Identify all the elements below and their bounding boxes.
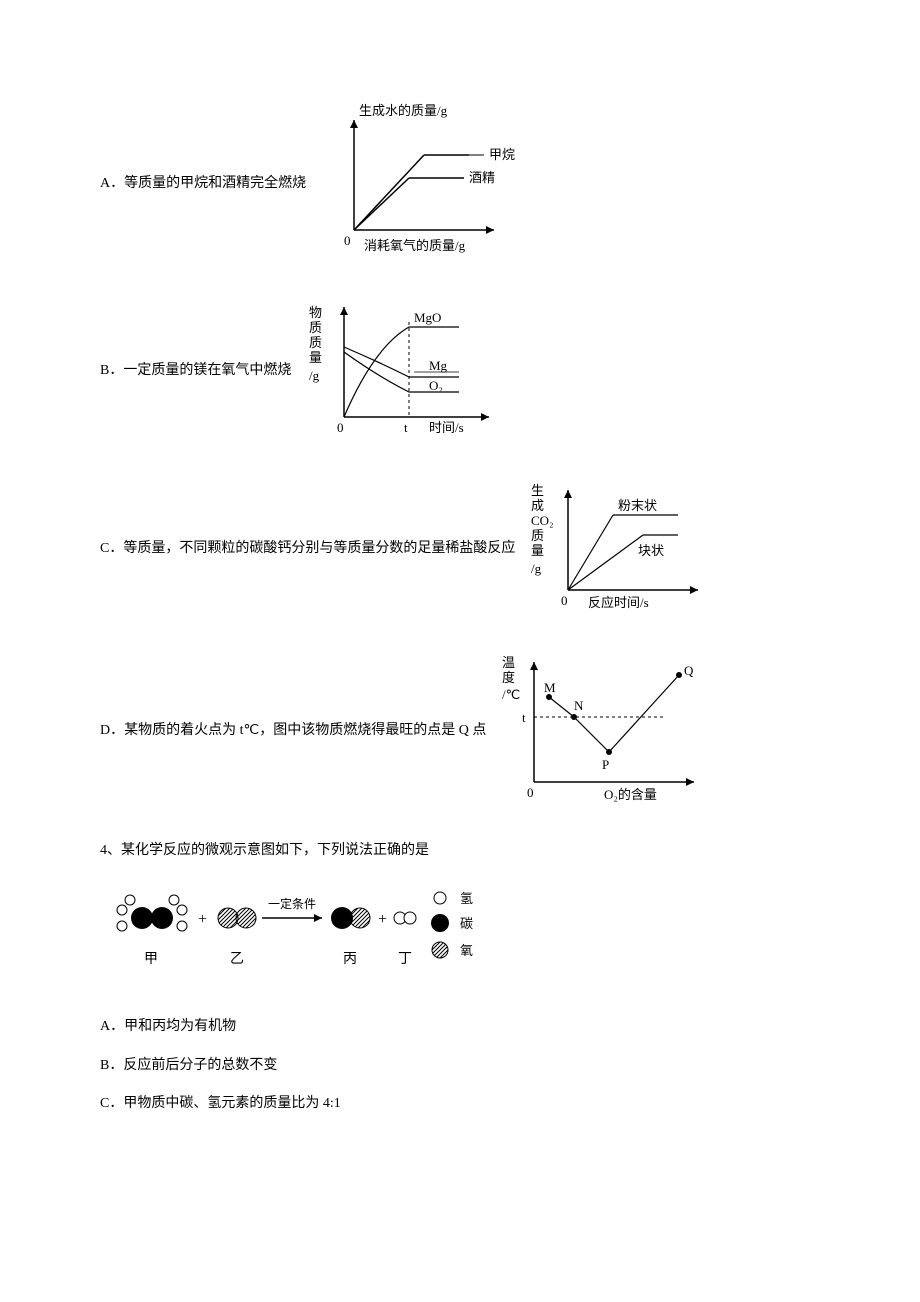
molecule-jia	[117, 895, 187, 931]
chart-c-yl5: 量	[531, 543, 544, 558]
label-yi: 乙	[230, 951, 244, 967]
option-c-desc: 等质量，不同颗粒的碳酸钙分别与等质量分数的足量稀盐酸反应	[123, 541, 515, 556]
chart-b-yl5: /g	[309, 368, 320, 383]
chart-c-s2: 块状	[638, 543, 664, 558]
option-c-row: C．等质量，不同颗粒的碳酸钙分别与等质量分数的足量稀盐酸反应 生 成 CO₂ 质…	[100, 475, 820, 623]
q4-a-text: 甲和丙均为有机物	[124, 1019, 236, 1034]
option-b-desc: 一定质量的镁在氧气中燃烧	[123, 363, 291, 378]
q4-stem: 某化学反应的微观示意图如下，下列说法正确的是	[121, 843, 429, 858]
chart-c-xlabel: 反应时间/s	[588, 595, 649, 610]
option-d-desc: 某物质的着火点为 t℃，图中该物质燃烧得最旺的点是 Q 点	[124, 723, 486, 738]
chart-b-svg: 物 质 质 量 /g MgO Mg O₂ 0 t 时间/s	[299, 292, 509, 442]
molecule-bing	[331, 907, 370, 929]
option-d-chart: 温 度 /℃ t M N P Q 0 O₂的含量	[494, 647, 714, 815]
q4-b-text: 反应前后分子的总数不变	[123, 1058, 277, 1073]
chart-d-pm: M	[544, 680, 556, 695]
option-a-text: A．等质量的甲烷和酒精完全燃烧	[100, 173, 306, 195]
q4-answer-c: C．甲物质中碳、氢元素的质量比为 4:1	[100, 1093, 820, 1115]
reaction-svg: + 一定条件 + 氢 碳	[100, 878, 540, 988]
option-c-chart: 生 成 CO₂ 质 量 /g 粉末状 块状 0 反应时间/s	[523, 475, 713, 623]
chart-b-xlabel: 时间/s	[429, 420, 464, 435]
molecule-yi	[218, 908, 256, 928]
option-b-chart: 物 质 质 量 /g MgO Mg O₂ 0 t 时间/s	[299, 292, 509, 450]
q4-answer-b: B．反应前后分子的总数不变	[100, 1055, 820, 1077]
chart-c-yl6: /g	[531, 561, 542, 576]
question-4: 4、某化学反应的微观示意图如下，下列说法正确的是 +	[100, 840, 820, 1116]
chart-a-xlabel: 消耗氧气的质量/g	[364, 238, 466, 253]
q4-a-label: A．	[100, 1019, 124, 1034]
chart-b-origin: 0	[337, 420, 344, 435]
chart-c-yl3: CO₂	[531, 513, 554, 528]
chart-b-yl3: 质	[309, 335, 322, 350]
label-jia: 甲	[144, 952, 158, 967]
option-a-label: A．	[100, 176, 124, 191]
chart-d-origin: 0	[527, 785, 534, 800]
chart-c-yl1: 生	[531, 483, 544, 498]
chart-d-yl1: 温	[502, 655, 515, 670]
option-d-label: D．	[100, 723, 124, 738]
chart-c-yl4: 质	[531, 528, 544, 543]
option-c-text: C．等质量，不同颗粒的碳酸钙分别与等质量分数的足量稀盐酸反应	[100, 538, 515, 560]
chart-a-s1: 甲烷	[489, 147, 515, 162]
chart-a-origin: 0	[344, 233, 351, 248]
option-c-label: C．	[100, 541, 123, 556]
chart-c-yl2: 成	[531, 498, 544, 513]
q4-c-label: C．	[100, 1096, 123, 1111]
option-b-row: B．一定质量的镁在氧气中燃烧 物 质 质 量 /g MgO Mg O₂ 0	[100, 292, 820, 450]
chart-a-s2: 酒精	[469, 170, 495, 185]
option-b-text: B．一定质量的镁在氧气中燃烧	[100, 360, 291, 382]
chart-d-xlabel: O₂的含量	[604, 787, 657, 802]
option-d-row: D．某物质的着火点为 t℃，图中该物质燃烧得最旺的点是 Q 点 温 度 /℃ t…	[100, 647, 820, 815]
chart-d-pn: N	[574, 698, 584, 713]
chart-d-yl3: /℃	[502, 687, 520, 702]
option-d-text: D．某物质的着火点为 t℃，图中该物质燃烧得最旺的点是 Q 点	[100, 720, 486, 742]
chart-d-tick: t	[522, 710, 526, 725]
option-a-row: A．等质量的甲烷和酒精完全燃烧 生成水的质量/g 甲烷 酒精 0 消耗氧气的质量…	[100, 100, 820, 268]
chart-a-ylabel: 生成水的质量/g	[359, 103, 448, 118]
chart-b-c2: Mg	[429, 358, 448, 373]
legend-o: 氧	[460, 943, 473, 958]
chart-b-yl1: 物	[309, 305, 322, 320]
option-b-label: B．	[100, 363, 123, 378]
arrow-label: 一定条件	[268, 896, 316, 911]
chart-c-svg: 生 成 CO₂ 质 量 /g 粉末状 块状 0 反应时间/s	[523, 475, 713, 615]
chart-d-yl2: 度	[502, 670, 515, 685]
chart-b-yl4: 量	[309, 350, 322, 365]
chart-d-pp: P	[602, 757, 609, 772]
label-bing: 丙	[343, 952, 357, 967]
molecule-ding	[394, 912, 416, 924]
chart-c-origin: 0	[561, 593, 568, 608]
q4-answer-a: A．甲和丙均为有机物	[100, 1016, 820, 1038]
chart-d-svg: 温 度 /℃ t M N P Q 0 O₂的含量	[494, 647, 714, 807]
q4-stem-line: 4、某化学反应的微观示意图如下，下列说法正确的是	[100, 840, 820, 862]
legend-c: 碳	[460, 916, 473, 931]
option-a-chart: 生成水的质量/g 甲烷 酒精 0 消耗氧气的质量/g	[314, 100, 534, 268]
option-a-desc: 等质量的甲烷和酒精完全燃烧	[124, 176, 306, 191]
chart-b-c1: MgO	[414, 310, 441, 325]
label-ding: 丁	[398, 952, 412, 967]
q4-b-label: B．	[100, 1058, 123, 1073]
q4-reaction-diagram: + 一定条件 + 氢 碳	[100, 878, 820, 996]
chart-d-pq: Q	[684, 663, 694, 678]
chart-a-svg: 生成水的质量/g 甲烷 酒精 0 消耗氧气的质量/g	[314, 100, 534, 260]
chart-b-tick: t	[404, 420, 408, 435]
chart-b-yl2: 质	[309, 320, 322, 335]
chart-c-s1: 粉末状	[618, 498, 657, 513]
legend-h: 氢	[460, 891, 473, 906]
plus-1: +	[198, 911, 207, 928]
q4-c-text: 甲物质中碳、氢元素的质量比为 4:1	[123, 1096, 340, 1111]
plus-2: +	[378, 911, 387, 928]
chart-b-c3: O₂	[429, 378, 443, 393]
q4-number: 4、	[100, 843, 121, 858]
